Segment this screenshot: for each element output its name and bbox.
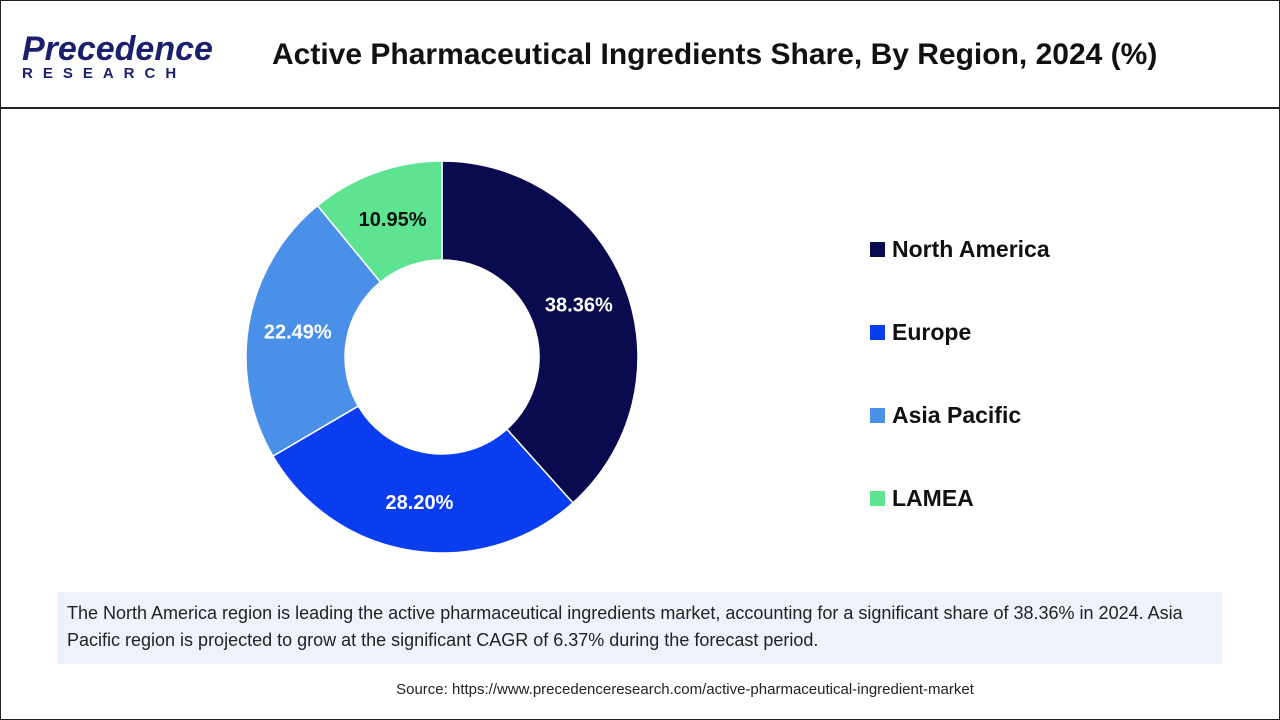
- legend-swatch: [870, 491, 885, 506]
- caption: The North America region is leading the …: [57, 592, 1222, 664]
- logo-text: Precedence: [22, 30, 213, 68]
- legend-label: LAMEA: [892, 485, 974, 511]
- slice-europe: [271, 405, 574, 554]
- data-label: 22.49%: [264, 321, 332, 343]
- legend-label: North America: [892, 236, 1050, 262]
- slice-north-america: [441, 160, 639, 504]
- data-label: 10.95%: [359, 209, 427, 231]
- legend-swatch: [870, 408, 885, 423]
- slice-asia-pacific: [245, 204, 382, 458]
- logo-subtext: RESEARCH: [22, 65, 187, 82]
- chart-title: Active Pharmaceutical Ingredients Share,…: [272, 38, 1158, 71]
- legend-swatch: [870, 242, 885, 257]
- data-label: 38.36%: [545, 295, 613, 317]
- slice-lamea: [316, 160, 443, 284]
- legend-item: LAMEA: [870, 457, 1050, 540]
- legend: North America Europe Asia Pacific LAMEA: [870, 208, 1050, 540]
- legend-label: Asia Pacific: [892, 402, 1022, 428]
- data-label: 28.20%: [386, 492, 454, 514]
- logo: Precedence RESEARCH: [22, 30, 213, 82]
- legend-item: Asia Pacific: [870, 374, 1050, 457]
- source: Source: https://www.precedenceresearch.c…: [396, 681, 974, 698]
- header: Precedence RESEARCH Active Pharmaceutica…: [0, 0, 1280, 109]
- legend-item: Europe: [870, 291, 1050, 374]
- legend-swatch: [870, 325, 885, 340]
- legend-label: Europe: [892, 319, 972, 345]
- legend-item: North America: [870, 208, 1050, 291]
